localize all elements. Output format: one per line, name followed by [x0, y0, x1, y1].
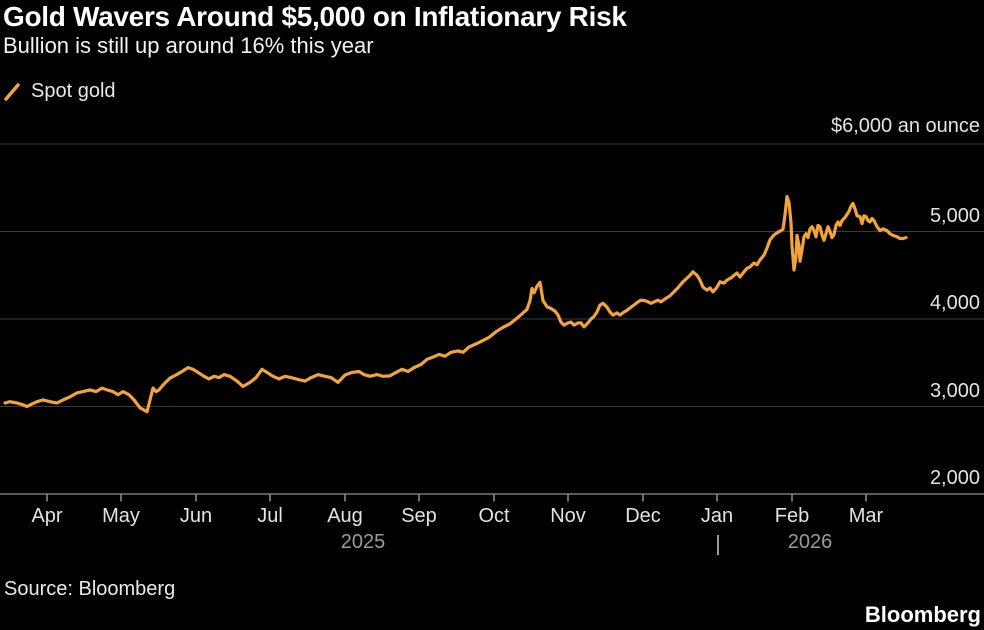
line-series-slash-icon — [4, 82, 20, 101]
x-axis-label: Dec — [625, 505, 661, 527]
y-axis-label: 2,000 — [929, 467, 980, 489]
x-axis-label: Jan — [700, 505, 734, 527]
x-axis-label: Jul — [257, 505, 283, 527]
y-axis-label: 5,000 — [929, 204, 980, 227]
x-axis-label: Aug — [327, 505, 363, 527]
year-label: 2026 — [787, 531, 833, 553]
x-axis-label: Oct — [478, 505, 510, 527]
y-axis-label: 4,000 — [929, 292, 980, 314]
chart-title: Gold Wavers Around $5,000 on Inflationar… — [3, 1, 627, 32]
bloomberg-logo: Bloomberg — [864, 602, 981, 627]
x-axis-label: Feb — [774, 505, 810, 527]
x-axis-label: Mar — [848, 505, 884, 527]
year-label: 2025 — [340, 531, 386, 553]
y-axis-label: 3,000 — [929, 379, 980, 402]
source-note: Source: Bloomberg — [4, 578, 176, 600]
legend-label: Spot gold — [31, 80, 116, 102]
x-axis-label: Apr — [31, 505, 63, 527]
legend: Spot gold — [4, 80, 116, 103]
x-axis-label: Sep — [401, 505, 437, 527]
year-divider — [717, 535, 719, 555]
y-axis-unit-label: $6,000 an ounce — [830, 115, 980, 137]
x-axis-label: Jun — [179, 505, 213, 527]
x-axis-label: Nov — [550, 505, 586, 527]
spot-gold-line — [3, 194, 908, 414]
x-axis-label: May — [102, 505, 140, 527]
chart-subtitle: Bullion is still up around 16% this year — [3, 33, 374, 58]
